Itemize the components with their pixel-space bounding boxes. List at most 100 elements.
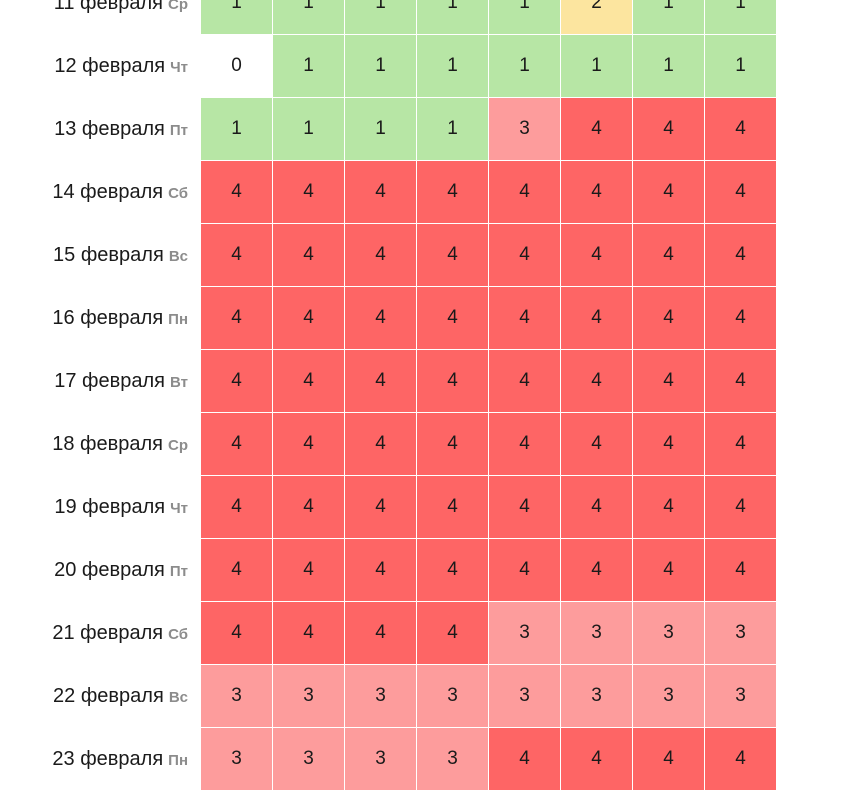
grid-cell[interactable]: 1 [201,98,273,161]
grid-cell[interactable]: 3 [561,665,633,728]
grid-cell[interactable]: 3 [273,665,345,728]
grid-cell[interactable]: 4 [489,350,561,413]
grid-cell[interactable]: 4 [633,476,705,539]
grid-cell[interactable]: 3 [345,665,417,728]
grid-cell[interactable]: 4 [561,161,633,224]
grid-cell[interactable]: 4 [633,728,705,791]
grid-cell[interactable]: 3 [489,98,561,161]
grid-cell[interactable]: 4 [201,287,273,350]
grid-cell[interactable]: 3 [201,665,273,728]
grid-cell[interactable]: 4 [561,476,633,539]
grid-cell[interactable]: 4 [561,413,633,476]
grid-cell[interactable]: 1 [417,98,489,161]
grid-cell[interactable]: 4 [345,161,417,224]
grid-cell[interactable]: 4 [561,539,633,602]
grid-cell[interactable]: 3 [633,665,705,728]
grid-cell[interactable]: 4 [489,413,561,476]
grid-cell[interactable]: 3 [489,602,561,665]
grid-cell[interactable]: 4 [633,287,705,350]
grid-cell[interactable]: 4 [345,224,417,287]
grid-cell[interactable]: 1 [345,0,417,35]
grid-cell[interactable]: 4 [417,602,489,665]
grid-cell[interactable]: 3 [417,728,489,791]
grid-cell[interactable]: 4 [417,224,489,287]
grid-cell[interactable]: 3 [345,728,417,791]
grid-cell[interactable]: 1 [273,0,345,35]
grid-cell[interactable]: 1 [273,35,345,98]
grid-cell[interactable]: 4 [273,476,345,539]
grid-cell[interactable]: 0 [201,35,273,98]
grid-cell[interactable]: 4 [489,476,561,539]
grid-cell[interactable]: 4 [273,224,345,287]
grid-cell[interactable]: 4 [705,539,777,602]
grid-cell[interactable]: 4 [273,602,345,665]
grid-cell[interactable]: 4 [201,539,273,602]
grid-cell[interactable]: 4 [633,98,705,161]
grid-cell[interactable]: 4 [561,287,633,350]
grid-cell[interactable]: 1 [705,0,777,35]
grid-cell[interactable]: 4 [489,224,561,287]
grid-cell[interactable]: 4 [201,350,273,413]
grid-cell[interactable]: 4 [345,539,417,602]
grid-cell[interactable]: 4 [489,161,561,224]
grid-cell[interactable]: 4 [633,161,705,224]
grid-cell[interactable]: 4 [633,350,705,413]
grid-cell[interactable]: 4 [201,476,273,539]
grid-cell[interactable]: 4 [201,413,273,476]
grid-cell[interactable]: 1 [201,0,273,35]
grid-cell[interactable]: 4 [417,476,489,539]
grid-cell[interactable]: 4 [345,287,417,350]
grid-cell[interactable]: 1 [489,35,561,98]
grid-cell[interactable]: 3 [417,665,489,728]
grid-cell[interactable]: 4 [273,413,345,476]
grid-cell[interactable]: 4 [561,224,633,287]
grid-cell[interactable]: 4 [273,161,345,224]
grid-cell[interactable]: 2 [561,0,633,35]
grid-cell[interactable]: 1 [633,0,705,35]
grid-cell[interactable]: 3 [561,602,633,665]
grid-cell[interactable]: 1 [561,35,633,98]
grid-cell[interactable]: 3 [633,602,705,665]
grid-cell[interactable]: 1 [705,35,777,98]
grid-cell[interactable]: 4 [345,413,417,476]
grid-cell[interactable]: 1 [273,98,345,161]
grid-cell[interactable]: 4 [201,161,273,224]
grid-cell[interactable]: 1 [633,35,705,98]
grid-cell[interactable]: 1 [489,0,561,35]
grid-cell[interactable]: 4 [705,728,777,791]
grid-cell[interactable]: 4 [345,476,417,539]
grid-cell[interactable]: 4 [417,161,489,224]
grid-cell[interactable]: 3 [705,602,777,665]
grid-cell[interactable]: 3 [201,728,273,791]
grid-cell[interactable]: 4 [561,350,633,413]
grid-cell[interactable]: 4 [489,539,561,602]
grid-cell[interactable]: 4 [489,287,561,350]
grid-cell[interactable]: 4 [417,287,489,350]
grid-cell[interactable]: 1 [345,98,417,161]
grid-cell[interactable]: 4 [705,287,777,350]
grid-cell[interactable]: 4 [633,413,705,476]
grid-cell[interactable]: 4 [417,539,489,602]
grid-cell[interactable]: 1 [345,35,417,98]
grid-cell[interactable]: 4 [705,224,777,287]
grid-cell[interactable]: 4 [705,413,777,476]
grid-cell[interactable]: 4 [201,602,273,665]
grid-cell[interactable]: 4 [633,224,705,287]
grid-cell[interactable]: 1 [417,0,489,35]
grid-cell[interactable]: 4 [633,539,705,602]
grid-cell[interactable]: 4 [201,224,273,287]
grid-cell[interactable]: 4 [345,350,417,413]
grid-cell[interactable]: 4 [273,350,345,413]
grid-cell[interactable]: 4 [345,602,417,665]
grid-cell[interactable]: 4 [273,287,345,350]
grid-cell[interactable]: 4 [489,728,561,791]
grid-cell[interactable]: 4 [417,350,489,413]
grid-cell[interactable]: 4 [705,350,777,413]
grid-cell[interactable]: 4 [705,161,777,224]
grid-cell[interactable]: 4 [561,728,633,791]
grid-cell[interactable]: 4 [561,98,633,161]
grid-cell[interactable]: 3 [489,665,561,728]
grid-cell[interactable]: 4 [705,98,777,161]
grid-cell[interactable]: 4 [417,413,489,476]
grid-cell[interactable]: 3 [273,728,345,791]
